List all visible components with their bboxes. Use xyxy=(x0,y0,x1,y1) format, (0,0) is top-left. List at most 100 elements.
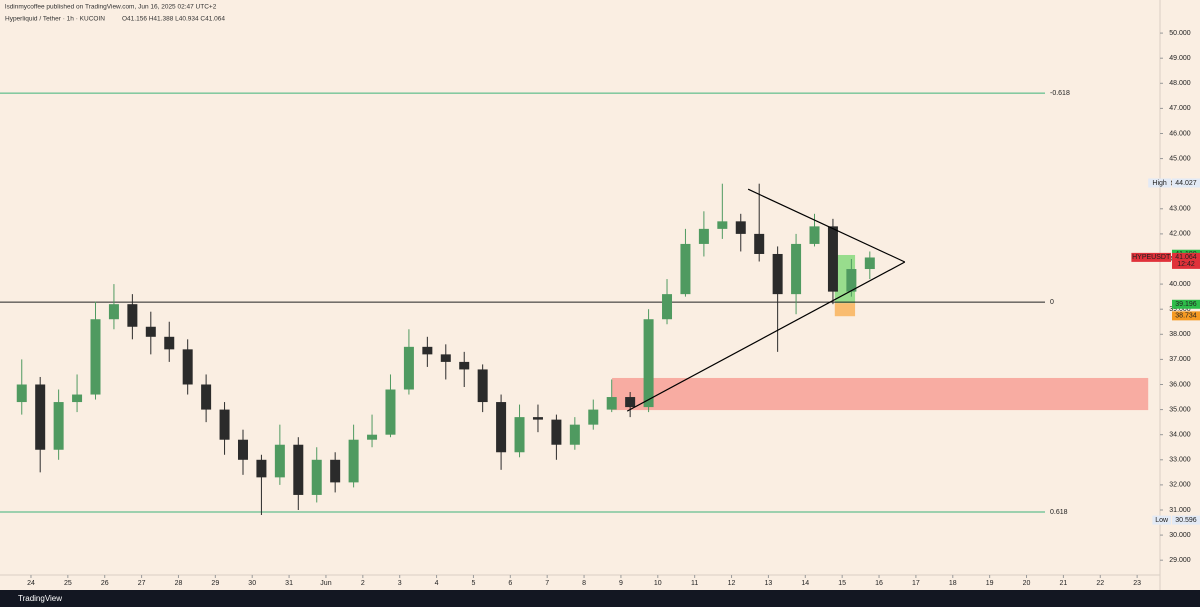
x-tick-label: 17 xyxy=(912,580,920,587)
zone xyxy=(834,303,856,317)
y-tick-label: 48.000 xyxy=(1169,80,1191,87)
candle-body xyxy=(717,221,728,229)
candle-body xyxy=(496,402,507,453)
fib-label: 0.618 xyxy=(1050,509,1068,516)
y-tick-label: 33.000 xyxy=(1169,457,1191,464)
footer-bar xyxy=(0,590,1200,607)
x-tick-label: 25 xyxy=(64,580,72,587)
y-tick-label: 37.000 xyxy=(1169,356,1191,363)
candle-body xyxy=(809,226,820,244)
y-tick-label: 42.000 xyxy=(1169,231,1191,238)
candle-body xyxy=(293,444,304,495)
candle-body xyxy=(680,243,691,295)
x-tick-label: 12 xyxy=(728,580,736,587)
brand: TradingView xyxy=(18,594,62,603)
symbol: Hyperliquid / Tether · 1h · KUCOIN xyxy=(5,16,105,23)
x-tick-label: 20 xyxy=(1023,580,1031,587)
y-tick-label: 38.000 xyxy=(1169,331,1191,338)
x-tick-label: 2 xyxy=(361,580,365,587)
candle-body xyxy=(108,304,119,320)
zone xyxy=(612,377,1149,411)
x-tick-label: 26 xyxy=(101,580,109,587)
x-tick-label: 15 xyxy=(838,580,846,587)
candle-body xyxy=(662,294,673,320)
candle-body xyxy=(90,319,101,395)
candle-body xyxy=(145,326,156,337)
candle-body xyxy=(16,384,27,403)
candle-body xyxy=(698,228,709,244)
x-tick-label: 14 xyxy=(801,580,809,587)
x-tick-label: 13 xyxy=(765,580,773,587)
fib-label: 0 xyxy=(1050,299,1054,306)
x-tick-label: 19 xyxy=(986,580,994,587)
trendline xyxy=(747,188,906,263)
candle-body xyxy=(127,304,138,327)
candle-body xyxy=(53,402,64,450)
price-label-title: HYPEUSDT xyxy=(1132,254,1171,261)
candle-body xyxy=(237,439,248,460)
x-tick-label: 4 xyxy=(435,580,439,587)
candle-body xyxy=(35,384,46,450)
x-tick-label: 6 xyxy=(508,580,512,587)
candle-body xyxy=(219,409,230,440)
price-label-title-box xyxy=(1148,178,1171,188)
x-tick-label: 31 xyxy=(285,580,293,587)
fib-label: -0.618 xyxy=(1050,90,1070,97)
candle-body xyxy=(256,459,267,478)
candle-body xyxy=(625,397,636,408)
x-tick-label: 29 xyxy=(211,580,219,587)
candle-body xyxy=(385,389,396,435)
price-label-box xyxy=(1172,299,1200,309)
candle-body xyxy=(348,439,359,483)
price-label: 39.196 xyxy=(1175,301,1197,308)
x-tick-label: 3 xyxy=(398,580,402,587)
ohlc: O41.156 H41.388 L40.934 C41.064 xyxy=(122,16,225,23)
y-tick-label: 49.000 xyxy=(1169,55,1191,62)
candle-body xyxy=(477,369,488,403)
x-tick-label: 24 xyxy=(27,580,35,587)
candle-body xyxy=(754,233,765,254)
price-label-title-box xyxy=(1152,515,1171,525)
x-tick-label: 5 xyxy=(471,580,475,587)
x-tick-label: 27 xyxy=(138,580,146,587)
x-tick-label: 28 xyxy=(175,580,183,587)
x-tick-label: 23 xyxy=(1133,580,1141,587)
price-label-title-box xyxy=(1131,252,1171,262)
y-tick-label: 46.000 xyxy=(1169,130,1191,137)
y-tick-label: 40.000 xyxy=(1169,281,1191,288)
y-tick-label: 39.000 xyxy=(1169,306,1191,313)
candle-body xyxy=(403,346,414,390)
candle-body xyxy=(588,409,599,425)
candle-body xyxy=(514,417,525,453)
candle-body xyxy=(735,221,746,234)
candle-body xyxy=(827,226,838,292)
candle-body xyxy=(274,444,285,478)
price-label-box xyxy=(1172,178,1200,188)
candle-body xyxy=(164,336,175,350)
y-tick-label: 45.000 xyxy=(1169,155,1191,162)
candle-body xyxy=(532,417,543,420)
candle-body xyxy=(772,253,783,295)
candle-body xyxy=(311,459,322,495)
price-label-box xyxy=(1172,311,1200,321)
x-tick-label: 11 xyxy=(691,580,698,587)
price-label-title: Low xyxy=(1155,517,1169,524)
price-label: 44.027 xyxy=(1175,180,1197,187)
candle-body xyxy=(606,397,617,410)
price-label: 30.596 xyxy=(1175,517,1197,524)
y-tick-label: 29.000 xyxy=(1169,557,1191,564)
y-tick-label: 47.000 xyxy=(1169,105,1191,112)
y-tick-label: 32.000 xyxy=(1169,482,1191,489)
candle-body xyxy=(422,346,433,355)
x-tick-label: 8 xyxy=(582,580,586,587)
candle-body xyxy=(201,384,212,410)
price-label-title: High xyxy=(1152,180,1167,187)
x-tick-label: 10 xyxy=(654,580,662,587)
y-tick-label: 43.000 xyxy=(1169,206,1191,213)
candle-body xyxy=(569,424,580,445)
y-tick-label: 31.000 xyxy=(1169,507,1191,514)
candle-body xyxy=(72,394,83,403)
candle-body xyxy=(367,434,378,440)
y-tick-label: 50.000 xyxy=(1169,30,1191,37)
